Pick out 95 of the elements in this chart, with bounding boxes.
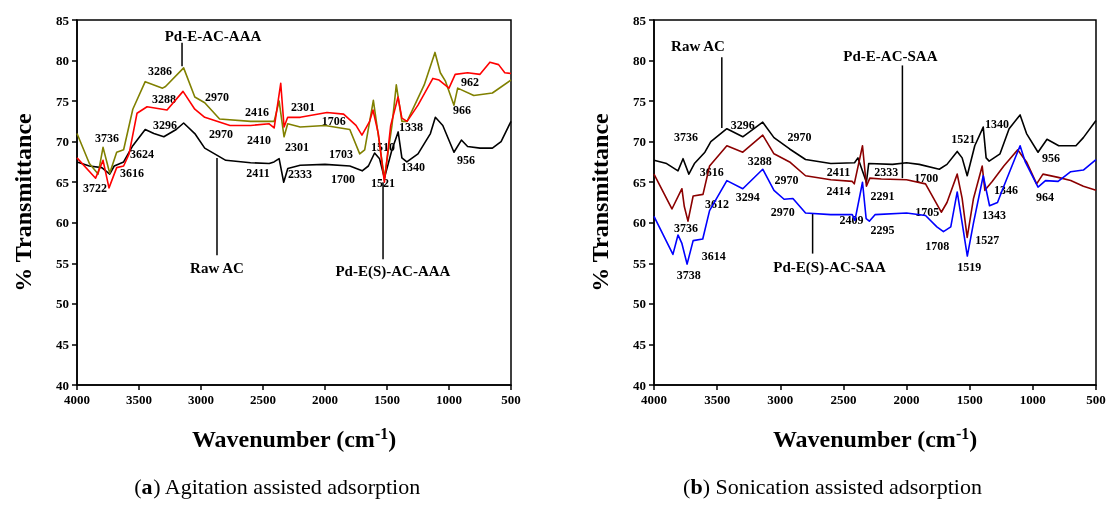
x-tick-label: 3500 — [704, 392, 731, 407]
annotation: 3624 — [129, 146, 154, 161]
x-tick-label: 3000 — [767, 392, 794, 407]
annotation: 3288 — [747, 154, 772, 169]
text: Pd-E-AC-SAA — [843, 47, 938, 64]
y-tick-label: 50 — [633, 296, 646, 312]
y-tick-label: 70 — [56, 134, 69, 150]
y-tick-label: 85 — [633, 12, 647, 28]
y-tick-label: 65 — [56, 174, 70, 190]
x-tick-label: 1500 — [956, 392, 983, 407]
text: Raw AC — [671, 37, 725, 54]
annotation: 2333 — [874, 164, 899, 179]
annotation: 3616 — [120, 166, 145, 181]
y-tick-label: 80 — [633, 53, 646, 69]
y-axis-title: % Transmittance — [587, 112, 613, 292]
annotation: 2301 — [284, 139, 309, 154]
annotation: 3294 — [735, 189, 760, 204]
x-tick-label: 500 — [501, 392, 521, 407]
annotation: 1708 — [925, 239, 950, 254]
x-tick-label: 2500 — [830, 392, 857, 407]
y-tick-label: 80 — [56, 53, 69, 69]
annotation: 2416 — [245, 105, 270, 120]
y-tick-label: 45 — [56, 336, 70, 352]
annotation: 2291 — [870, 189, 895, 204]
annotation: 3296 — [730, 117, 755, 132]
annotation: 1519 — [957, 260, 982, 275]
annotation: 2970 — [787, 129, 812, 144]
y-tick-label: 55 — [56, 255, 70, 271]
annotation: 1340 — [401, 159, 426, 174]
annotation: 3736 — [95, 131, 120, 146]
annotation: 1527 — [975, 232, 1000, 247]
x-tick-label: 1500 — [374, 392, 400, 407]
y-tick-label: 75 — [633, 93, 647, 109]
x-tick-label: 1000 — [436, 392, 462, 407]
annotation: 2409 — [839, 213, 864, 228]
x-tick-label: 2000 — [312, 392, 338, 407]
annotation: 962 — [460, 74, 479, 89]
y-tick-label: 75 — [56, 93, 70, 109]
text: Pd-E-AC-AAA — [164, 28, 262, 45]
annotation: 1705 — [915, 205, 940, 220]
annotation: 2970 — [774, 172, 799, 187]
annotation: 2411 — [246, 166, 270, 181]
annotation: 1700 — [330, 171, 355, 186]
y-tick-label: 45 — [633, 336, 647, 352]
x-tick-label: 3000 — [188, 392, 214, 407]
x-tick-label: 2000 — [893, 392, 920, 407]
annotation: 2970 — [205, 90, 229, 105]
annotation: 3736 — [673, 220, 698, 235]
annotation: 3614 — [701, 249, 726, 264]
y-tick-label: 70 — [633, 134, 646, 150]
y-tick-label: 65 — [633, 174, 647, 190]
annotation: 956 — [456, 152, 475, 167]
annotation: 3738 — [676, 267, 701, 282]
text: (a) Agitation assisted adsorption — [134, 473, 421, 499]
annotation: 2970 — [208, 126, 233, 141]
x-tick-label: 3500 — [126, 392, 152, 407]
x-tick-label: 4000 — [641, 392, 667, 407]
annotation: 2301 — [291, 99, 316, 114]
annotation: 3288 — [152, 92, 177, 107]
annotation: 3722 — [82, 180, 107, 195]
y-tick-label: 40 — [633, 377, 646, 393]
annotation: 1340 — [985, 116, 1010, 131]
annotation: 1343 — [982, 207, 1007, 222]
y-tick-label: 85 — [56, 12, 70, 28]
annotation: 2411 — [826, 164, 851, 179]
annotation: 3296 — [153, 118, 178, 133]
text: Raw AC — [190, 260, 244, 277]
annotation: 1703 — [329, 146, 353, 161]
annotation: 956 — [1042, 150, 1061, 165]
y-axis-title: % Transmittance — [10, 112, 36, 292]
annotation: 2410 — [247, 133, 272, 148]
annotation: 1706 — [321, 113, 346, 128]
annotation: 2414 — [826, 184, 851, 199]
y-tick-label: 50 — [56, 296, 69, 312]
annotation: 2970 — [770, 205, 795, 220]
annotation: 1521 — [951, 132, 976, 147]
annotation: 964 — [1035, 189, 1054, 204]
x-tick-label: 1000 — [1019, 392, 1046, 407]
annotation: 966 — [453, 103, 472, 118]
annotation: 1700 — [914, 171, 939, 186]
text: (b) Sonication assisted adsorption — [683, 473, 982, 499]
annotation: 3736 — [673, 129, 698, 144]
y-tick-label: 60 — [633, 215, 646, 231]
annotation: 2295 — [870, 223, 895, 238]
text: Pd-E(S)-AC-AAA — [335, 263, 451, 281]
annotation: 3286 — [147, 64, 172, 79]
annotation: 2333 — [287, 167, 312, 182]
y-tick-label: 55 — [633, 255, 647, 271]
y-tick-label: 60 — [56, 215, 69, 231]
annotation: 1338 — [399, 120, 424, 135]
x-tick-label: 4000 — [64, 392, 90, 407]
y-tick-label: 40 — [56, 377, 69, 393]
text: Pd-E(S)-AC-SAA — [773, 258, 886, 276]
x-tick-label: 500 — [1086, 392, 1106, 407]
x-tick-label: 2500 — [250, 392, 276, 407]
